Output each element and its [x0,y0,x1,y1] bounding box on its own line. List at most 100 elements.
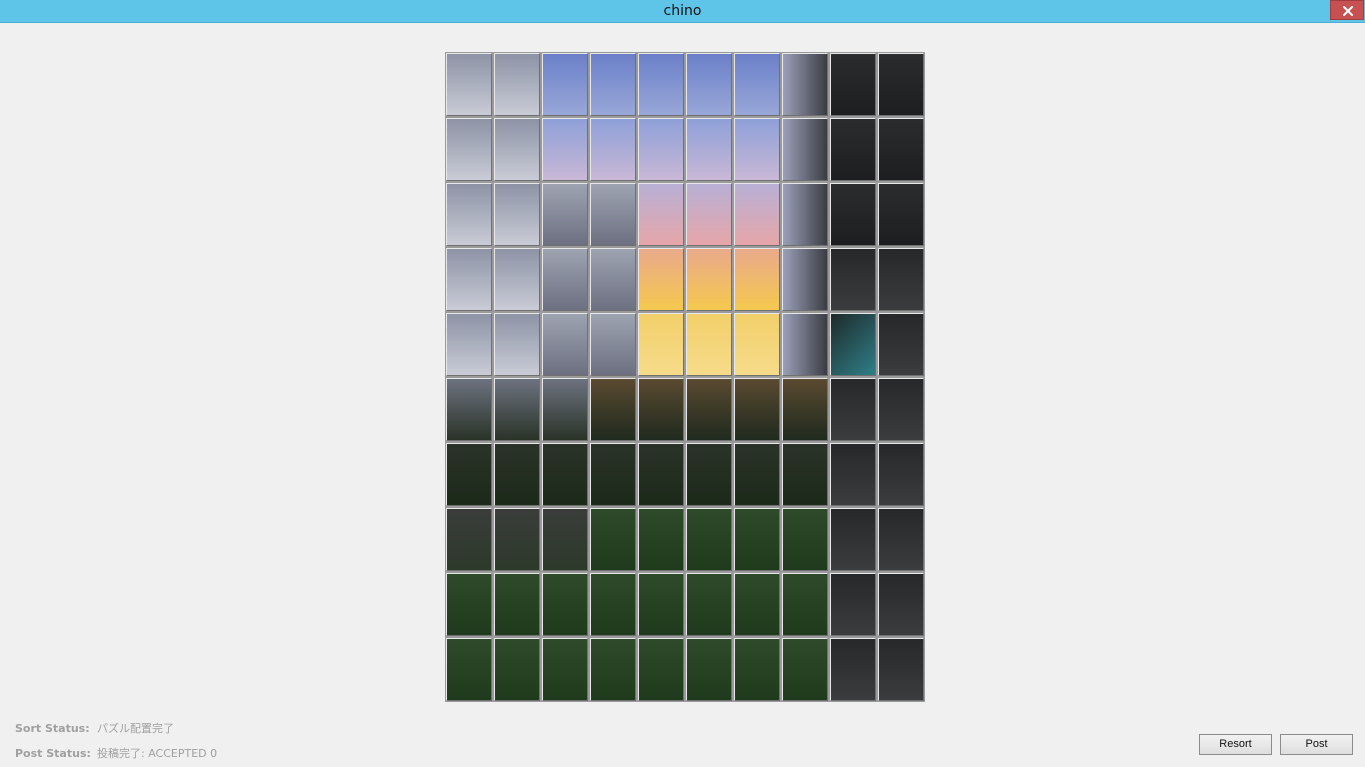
puzzle-tile[interactable] [589,182,637,247]
puzzle-tile[interactable] [877,182,925,247]
puzzle-tile[interactable] [637,182,685,247]
puzzle-tile[interactable] [637,247,685,312]
puzzle-tile[interactable] [781,507,829,572]
puzzle-tile[interactable] [493,377,541,442]
puzzle-tile[interactable] [637,377,685,442]
title-bar[interactable]: chino [0,0,1365,23]
puzzle-tile[interactable] [445,637,493,702]
puzzle-tile[interactable] [445,442,493,507]
puzzle-tile[interactable] [637,442,685,507]
puzzle-tile[interactable] [829,117,877,182]
puzzle-tile[interactable] [493,442,541,507]
puzzle-tile[interactable] [781,52,829,117]
puzzle-tile[interactable] [541,572,589,637]
puzzle-tile[interactable] [637,572,685,637]
puzzle-tile[interactable] [781,247,829,312]
puzzle-tile[interactable] [829,312,877,377]
puzzle-tile[interactable] [445,182,493,247]
puzzle-tile[interactable] [493,312,541,377]
puzzle-tile[interactable] [637,312,685,377]
puzzle-tile[interactable] [685,377,733,442]
puzzle-tile[interactable] [829,637,877,702]
puzzle-tile[interactable] [589,312,637,377]
puzzle-tile[interactable] [589,637,637,702]
puzzle-tile[interactable] [637,507,685,572]
puzzle-tile[interactable] [685,117,733,182]
puzzle-tile[interactable] [733,117,781,182]
puzzle-tile[interactable] [685,182,733,247]
puzzle-tile[interactable] [829,52,877,117]
puzzle-tile[interactable] [781,312,829,377]
puzzle-tile[interactable] [829,247,877,312]
puzzle-tile[interactable] [877,117,925,182]
puzzle-tile[interactable] [493,507,541,572]
puzzle-tile[interactable] [733,312,781,377]
puzzle-tile[interactable] [733,377,781,442]
puzzle-tile[interactable] [637,52,685,117]
puzzle-tile[interactable] [541,117,589,182]
puzzle-tile[interactable] [541,312,589,377]
puzzle-tile[interactable] [685,507,733,572]
puzzle-tile[interactable] [733,572,781,637]
puzzle-tile[interactable] [829,182,877,247]
puzzle-tile[interactable] [493,572,541,637]
puzzle-tile[interactable] [541,52,589,117]
puzzle-tile[interactable] [685,442,733,507]
puzzle-tile[interactable] [493,247,541,312]
puzzle-tile[interactable] [637,117,685,182]
puzzle-tile[interactable] [445,377,493,442]
puzzle-tile[interactable] [733,247,781,312]
puzzle-tile[interactable] [445,312,493,377]
puzzle-tile[interactable] [877,377,925,442]
puzzle-tile[interactable] [781,637,829,702]
puzzle-tile[interactable] [637,637,685,702]
puzzle-tile[interactable] [877,312,925,377]
resort-button[interactable]: Resort [1199,734,1272,755]
puzzle-tile[interactable] [589,52,637,117]
puzzle-tile[interactable] [541,637,589,702]
puzzle-tile[interactable] [781,442,829,507]
puzzle-tile[interactable] [877,507,925,572]
puzzle-tile[interactable] [877,247,925,312]
puzzle-tile[interactable] [685,312,733,377]
puzzle-tile[interactable] [733,182,781,247]
puzzle-tile[interactable] [733,442,781,507]
puzzle-tile[interactable] [877,572,925,637]
puzzle-tile[interactable] [445,507,493,572]
puzzle-tile[interactable] [445,572,493,637]
puzzle-tile[interactable] [589,572,637,637]
puzzle-tile[interactable] [541,377,589,442]
post-button[interactable]: Post [1280,734,1353,755]
puzzle-tile[interactable] [541,182,589,247]
puzzle-tile[interactable] [493,117,541,182]
puzzle-tile[interactable] [781,377,829,442]
puzzle-tile[interactable] [877,52,925,117]
puzzle-tile[interactable] [685,572,733,637]
puzzle-tile[interactable] [589,247,637,312]
puzzle-tile[interactable] [589,377,637,442]
puzzle-tile[interactable] [685,247,733,312]
puzzle-tile[interactable] [829,572,877,637]
puzzle-tile[interactable] [589,117,637,182]
puzzle-tile[interactable] [733,637,781,702]
puzzle-tile[interactable] [685,52,733,117]
puzzle-tile[interactable] [781,117,829,182]
puzzle-tile[interactable] [445,117,493,182]
puzzle-tile[interactable] [733,52,781,117]
puzzle-tile[interactable] [541,247,589,312]
puzzle-tile[interactable] [445,52,493,117]
close-button[interactable] [1330,0,1364,20]
puzzle-tile[interactable] [877,442,925,507]
puzzle-tile[interactable] [877,637,925,702]
puzzle-tile[interactable] [781,572,829,637]
puzzle-tile[interactable] [493,52,541,117]
puzzle-tile[interactable] [493,637,541,702]
puzzle-tile[interactable] [829,507,877,572]
puzzle-tile[interactable] [829,377,877,442]
puzzle-tile[interactable] [829,442,877,507]
puzzle-tile[interactable] [445,247,493,312]
puzzle-tile[interactable] [733,507,781,572]
puzzle-tile[interactable] [589,507,637,572]
puzzle-tile[interactable] [541,507,589,572]
puzzle-tile[interactable] [685,637,733,702]
